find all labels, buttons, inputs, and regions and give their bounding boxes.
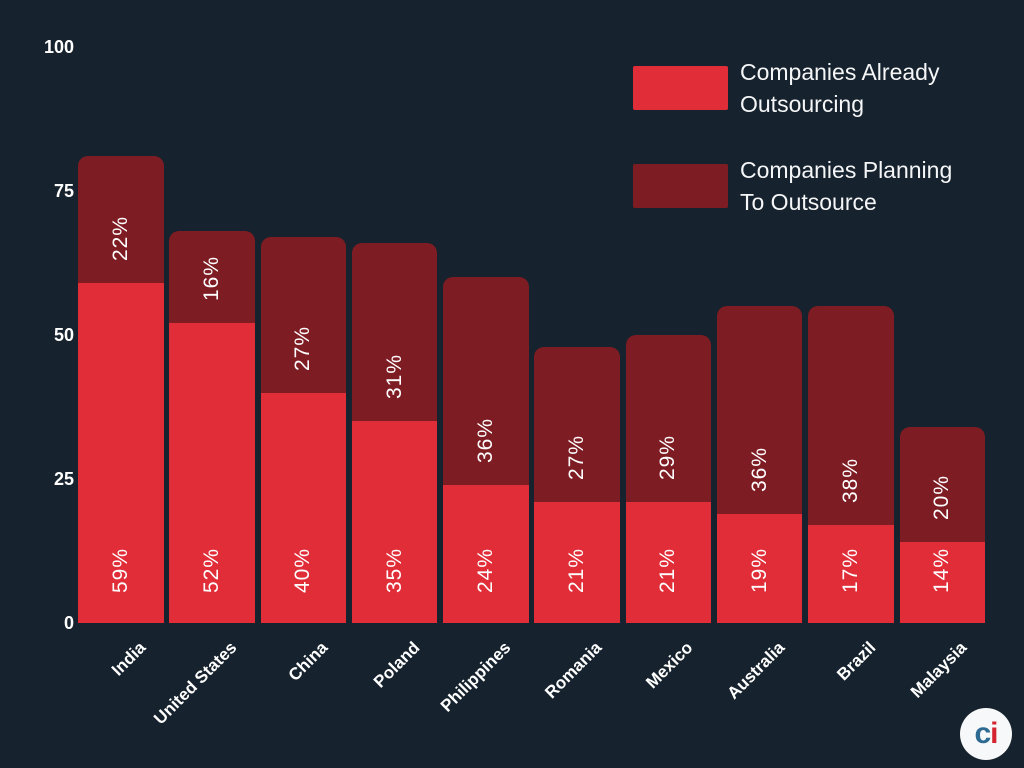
bar-value-label-planning: 27%: [291, 325, 315, 371]
bar-united-states: 16% 52%: [169, 231, 255, 623]
legend-swatch-companies-planning-to-outsource: [633, 164, 728, 208]
legend-item: Companies Already Outsourcing: [633, 56, 952, 120]
bar-segment-already: [351, 421, 438, 623]
x-axis-label: Romania: [541, 638, 606, 703]
bar-poland: 31% 35%: [351, 242, 438, 623]
bar-segment-planning: 27%: [260, 237, 347, 393]
bar-value-label-planning: 38%: [838, 458, 862, 504]
bar-value-label-already: 35%: [382, 547, 406, 593]
bar-china: 27% 40%: [260, 237, 347, 623]
legend-swatch-companies-already-outsourcing: [633, 66, 728, 110]
x-axis-label: Philippines: [436, 638, 515, 716]
bar-australia: 36% 19%: [716, 306, 803, 623]
bar-value-label-planning: 36%: [747, 446, 771, 492]
bar-segment-already: [808, 525, 894, 623]
bar-value-label-planning: 31%: [382, 354, 406, 400]
bar-value-label-already: 21%: [565, 547, 589, 593]
bar-value-label-planning: 36%: [473, 417, 497, 463]
logo-letter-c: c: [974, 717, 991, 750]
bar-india: 22% 59%: [78, 156, 164, 623]
x-axis-label: Poland: [369, 638, 424, 692]
bar-segment-already: [169, 323, 255, 623]
bar-segment-already: [716, 513, 803, 623]
x-axis-label: China: [284, 638, 332, 685]
bar-malaysia: 20% 14%: [899, 427, 986, 623]
bar-value-label-already: 21%: [656, 547, 680, 593]
bar-mexico: 29% 21%: [625, 335, 712, 623]
bar-value-label-already: 40%: [291, 547, 315, 593]
bar-romania: 27% 21%: [534, 346, 620, 623]
y-axis-tick: 25: [53, 469, 74, 489]
bar-value-label-already: 19%: [747, 547, 771, 593]
bar-segment-planning: 38%: [808, 306, 894, 526]
bar-brazil: 38% 17%: [808, 306, 894, 623]
legend: Companies Already Outsourcing Companies Pl…: [633, 56, 952, 218]
legend-label: Companies Planning To Outsource: [740, 157, 953, 215]
bar-philippines: 36% 24%: [443, 277, 529, 623]
x-axis-label: Brazil: [833, 638, 880, 685]
x-axis-label: Malaysia: [907, 638, 971, 702]
bar-value-label-already: 14%: [930, 547, 954, 593]
bar-value-label-already: 24%: [473, 547, 497, 593]
bar-segment-planning: 16%: [169, 231, 255, 324]
bar-segment-planning: 31%: [351, 242, 438, 422]
x-axis-label: India: [107, 638, 150, 680]
bar-value-label-planning: 29%: [656, 435, 680, 481]
x-axis-label: United States: [150, 638, 241, 729]
bar-segment-planning: 36%: [716, 306, 803, 514]
bar-value-label-planning: 22%: [108, 216, 132, 262]
y-axis-tick: 50: [53, 325, 74, 345]
bar-segment-planning: 27%: [534, 346, 620, 503]
bar-value-label-planning: 27%: [565, 435, 589, 481]
chart-area: 22% 59% 16% 52% 27% 40% 31% 35% 36% 24% 27% 21% 29% 2…: [78, 47, 986, 623]
bar-segment-already: [260, 392, 347, 623]
y-axis-tick: 75: [53, 181, 74, 201]
legend-label: Companies Already Outsourcing: [740, 59, 940, 117]
logo-letter-i: i: [990, 717, 998, 750]
x-axis-label: Mexico: [642, 638, 697, 693]
bar-value-label-already: 17%: [838, 547, 862, 593]
bar-value-label-already: 52%: [200, 547, 224, 593]
x-axis-label: Australia: [723, 638, 789, 703]
y-axis-tick: 100: [43, 37, 74, 57]
bar-segment-planning: 22%: [78, 156, 164, 284]
bar-segment-already: [899, 542, 986, 623]
bar-value-label-planning: 16%: [200, 256, 224, 302]
bar-segment-planning: 29%: [625, 335, 712, 503]
bar-value-label-planning: 20%: [930, 475, 954, 521]
bar-value-label-already: 59%: [108, 547, 132, 593]
y-axis-tick: 0: [63, 613, 74, 633]
bar-segment-already: [534, 502, 620, 623]
bar-segment-already: [625, 502, 712, 623]
bar-segment-already: [443, 484, 529, 623]
bar-segment-planning: 36%: [443, 277, 529, 485]
legend-item: Companies Planning To Outsource: [633, 154, 952, 218]
bar-segment-already: [78, 283, 164, 623]
bar-segment-planning: 20%: [899, 427, 986, 543]
